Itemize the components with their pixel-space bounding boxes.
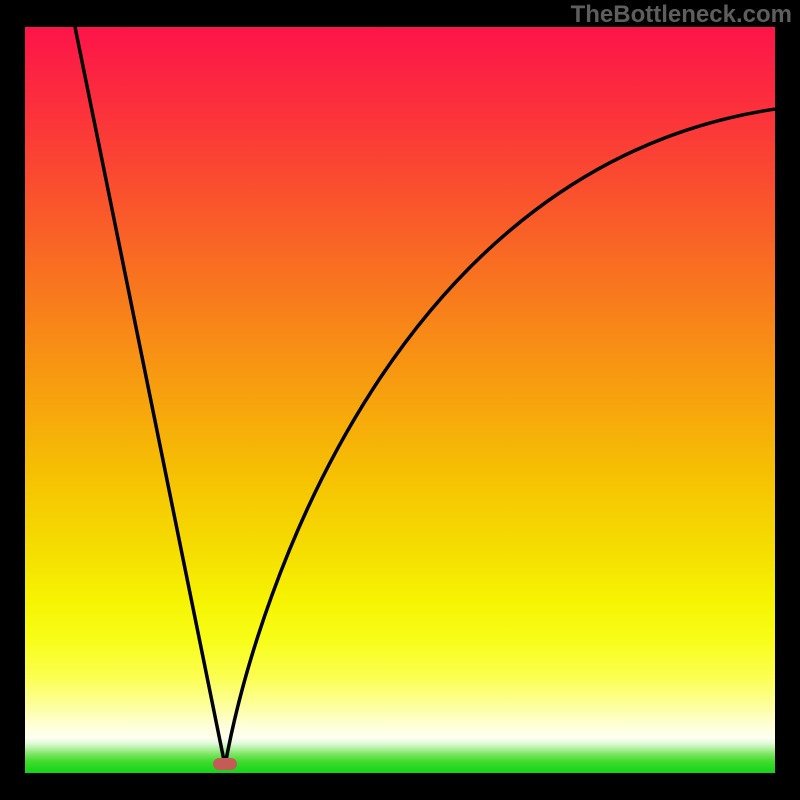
bottleneck-chart: TheBottleneck.com <box>0 0 800 800</box>
optimal-marker <box>213 758 237 770</box>
watermark-text: TheBottleneck.com <box>571 1 792 28</box>
